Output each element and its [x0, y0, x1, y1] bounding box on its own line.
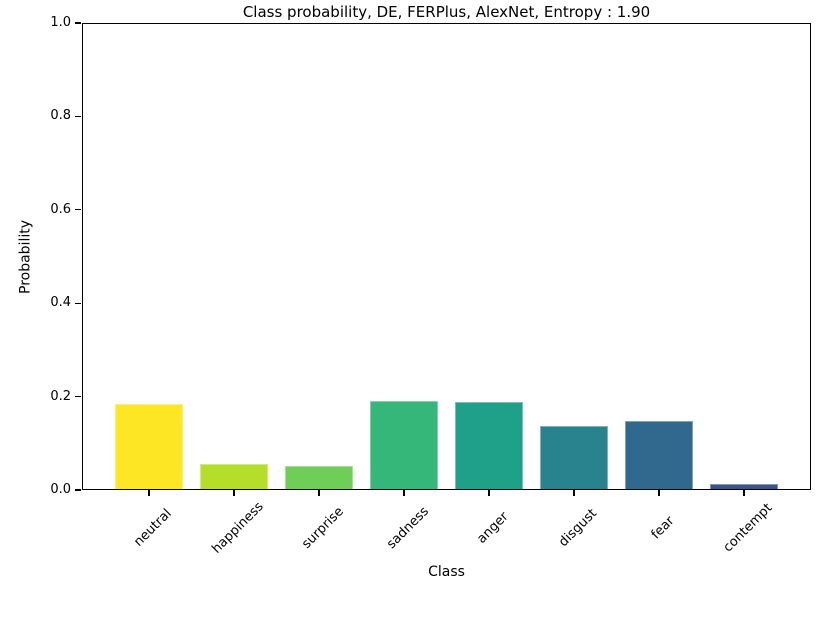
x-axis-label: Class — [428, 564, 465, 580]
axes-frame — [82, 23, 811, 490]
bar-surprise — [285, 466, 353, 490]
y-tick-mark — [75, 115, 81, 118]
x-tick-label: fear — [648, 513, 678, 543]
y-tick-label: 0.8 — [50, 108, 71, 124]
bar-contempt — [710, 484, 778, 490]
y-axis-label: Probability — [17, 219, 34, 295]
x-tick-mark — [743, 490, 745, 496]
y-tick-label: 0.6 — [50, 201, 71, 217]
x-tick-mark — [318, 490, 320, 496]
x-tick-label: disgust — [556, 506, 600, 550]
x-tick-label: neutral — [131, 506, 175, 550]
chart-title: Class probability, DE, FERPlus, AlexNet,… — [242, 3, 651, 21]
x-tick-mark — [658, 490, 660, 496]
x-tick-mark — [573, 490, 575, 496]
x-tick-label: anger — [474, 509, 512, 547]
x-tick-mark — [488, 490, 490, 496]
bar-sadness — [370, 401, 438, 490]
y-tick-label: 0.2 — [50, 388, 71, 404]
x-tick-label: sadness — [384, 504, 432, 552]
x-tick-label: surprise — [299, 504, 347, 552]
bar-disgust — [540, 426, 608, 490]
y-tick-mark — [75, 395, 81, 398]
x-tick-mark — [148, 490, 150, 496]
x-tick-mark — [403, 490, 405, 496]
bar-neutral — [115, 403, 183, 490]
y-tick-label: 1.0 — [50, 15, 71, 30]
y-tick-mark — [75, 302, 81, 304]
plot-area: 0.0 0.2 0.4 0.6 0.8 1.0 neutral happiness surpri… — [50, 15, 811, 557]
x-tick-label: happiness — [209, 499, 267, 557]
bar-anger — [455, 402, 523, 490]
x-tick-mark — [233, 490, 235, 496]
y-tick-mark — [75, 489, 81, 491]
bar-happiness — [200, 463, 268, 490]
y-tick-mark — [75, 209, 81, 211]
y-tick-mark — [75, 22, 81, 24]
x-tick-label: contempt — [720, 500, 776, 556]
y-tick-label: 0.0 — [50, 482, 71, 497]
bar-fear — [625, 420, 693, 490]
y-tick-label: 0.4 — [50, 295, 71, 311]
